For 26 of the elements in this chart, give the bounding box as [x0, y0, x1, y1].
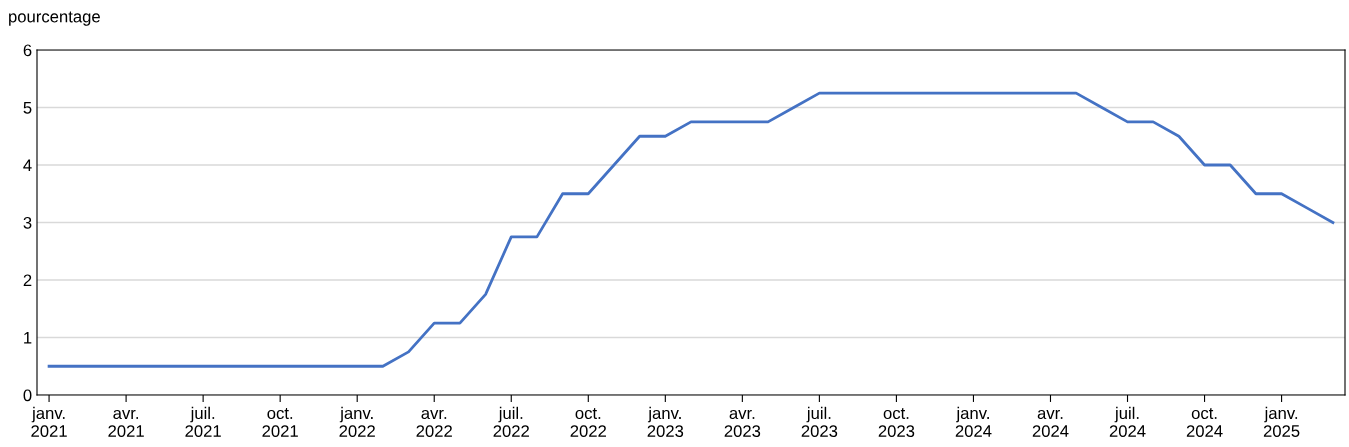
x-tick-label: avr. 2021 [108, 409, 144, 437]
y-tick-label: 2 [23, 274, 32, 287]
x-tick-label: oct. 2024 [1186, 408, 1223, 437]
x-tick-label: juil. 2021 [185, 406, 221, 437]
x-tick-label: juil. 2022 [493, 406, 529, 437]
y-tick-label: 4 [23, 159, 32, 172]
x-tick-label: janv. 2024 [955, 406, 992, 437]
y-axis-title: pourcentage [9, 11, 100, 26]
x-tick-label: oct. 2023 [878, 408, 915, 437]
x-tick-label: oct. 2022 [570, 408, 606, 437]
x-tick-label: avr. 2024 [1032, 409, 1069, 437]
x-tick-label: janv. 2021 [31, 406, 67, 437]
x-tick-label: oct. 2021 [262, 408, 298, 437]
x-tick-label: juil. 2023 [801, 406, 838, 437]
y-tick-label: 1 [24, 332, 32, 344]
x-tick-label: janv. 2023 [647, 406, 684, 437]
x-tick-label: avr. 2023 [724, 409, 761, 437]
y-tick-label: 0 [23, 389, 32, 402]
x-tick-label: juil. 2024 [1109, 406, 1146, 437]
x-tick-label: janv. 2022 [339, 406, 375, 437]
y-tick-label: 5 [23, 102, 32, 114]
x-tick-label: janv. 2025 [1263, 406, 1300, 437]
x-tick-label: avr. 2022 [416, 409, 452, 437]
line-series [47, 91, 1335, 368]
y-tick-label: 6 [23, 44, 32, 57]
y-tick-label: 3 [23, 216, 32, 229]
